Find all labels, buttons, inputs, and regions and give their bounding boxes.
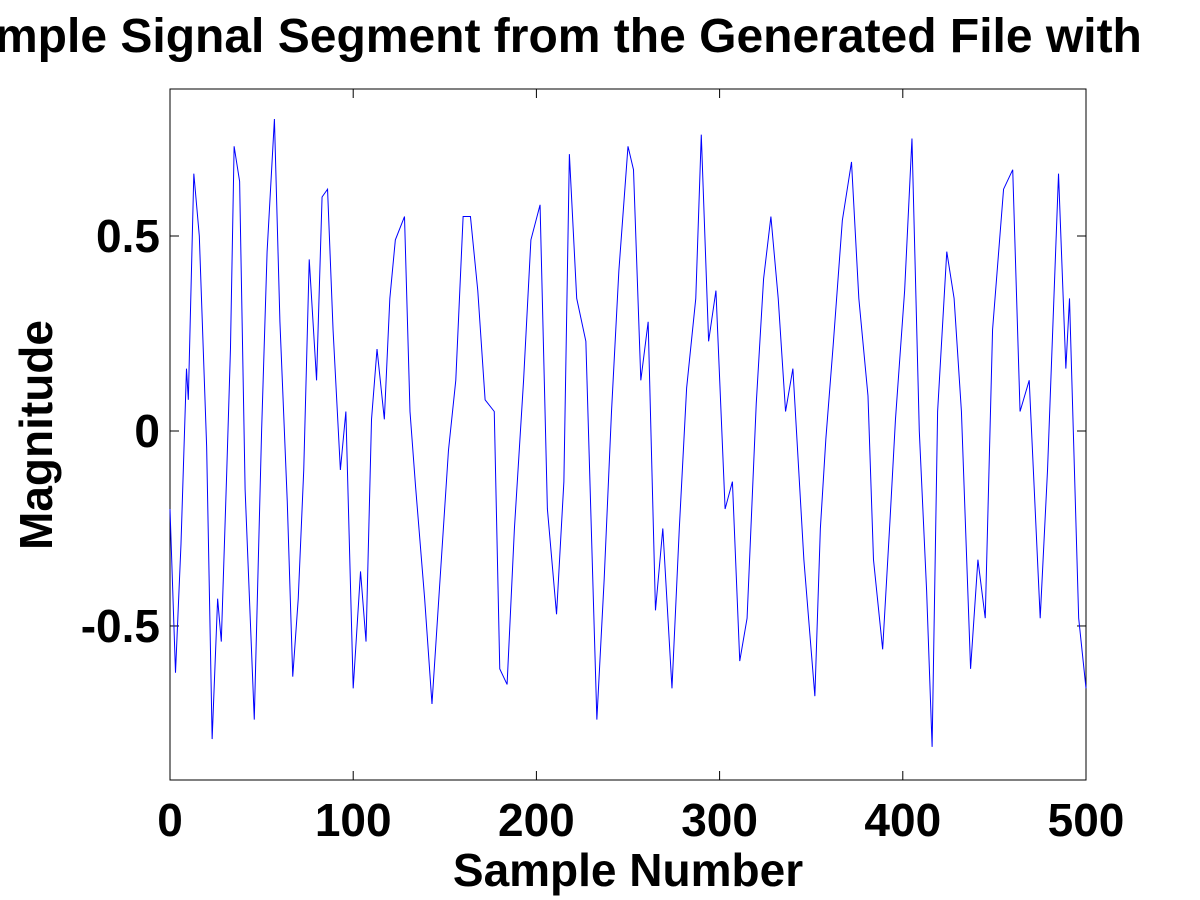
x-tick-label: 200 — [498, 794, 575, 846]
x-tick-label: 400 — [864, 794, 941, 846]
plot-area — [169, 88, 1087, 781]
y-tick-label: 0.5 — [96, 210, 160, 262]
y-tick-label: 0 — [134, 405, 160, 457]
x-tick-label: 100 — [315, 794, 392, 846]
signal-line — [169, 119, 1087, 747]
y-axis-label: Magnitude — [10, 320, 62, 550]
chart-title: mple Signal Segment from the Generated F… — [0, 10, 1142, 63]
y-tick-label: -0.5 — [81, 600, 160, 652]
x-tick-label: 500 — [1048, 794, 1125, 846]
x-tick-label: 300 — [681, 794, 758, 846]
x-tick-label: 0 — [157, 794, 183, 846]
x-axis-label: Sample Number — [453, 844, 803, 896]
